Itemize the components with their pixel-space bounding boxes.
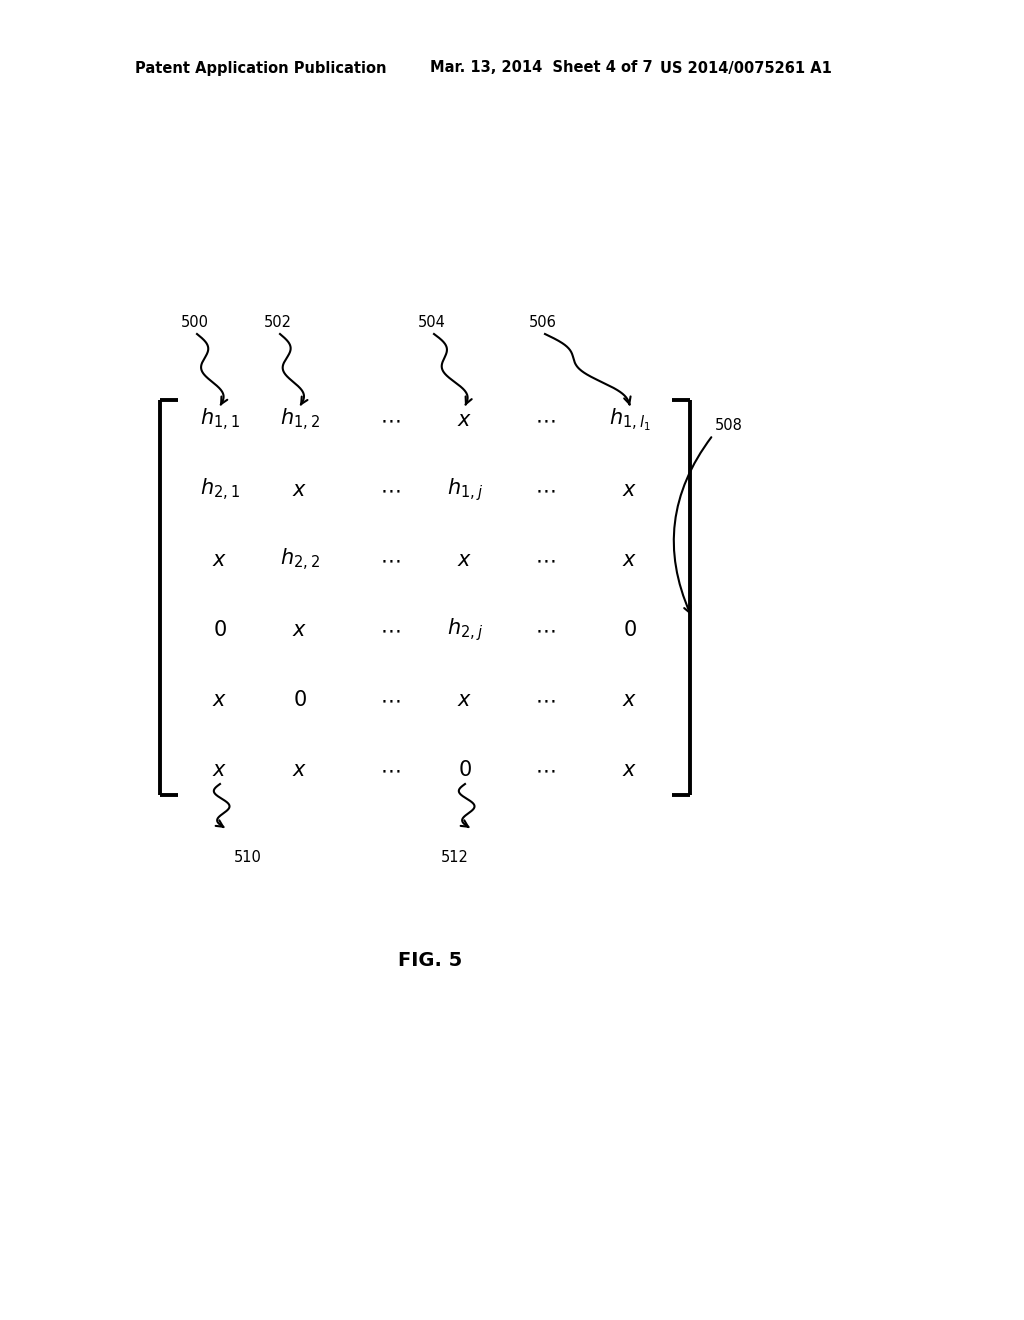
Text: $\cdots$: $\cdots$ [380,480,400,500]
Text: $x$: $x$ [458,411,472,430]
Text: $\cdots$: $\cdots$ [380,550,400,570]
Text: $x$: $x$ [623,760,638,780]
Text: 508: 508 [715,417,742,433]
Text: $0$: $0$ [293,690,307,710]
Text: $h_{2,1}$: $h_{2,1}$ [200,477,240,503]
Text: $0$: $0$ [623,620,637,640]
Text: $0$: $0$ [213,620,227,640]
Text: $x$: $x$ [623,690,638,710]
Text: $h_{1,1}$: $h_{1,1}$ [200,407,240,433]
Text: $\cdots$: $\cdots$ [380,411,400,430]
Text: $x$: $x$ [623,480,638,500]
Text: FIG. 5: FIG. 5 [398,950,462,969]
Text: $x$: $x$ [212,550,227,570]
Text: US 2014/0075261 A1: US 2014/0075261 A1 [660,61,831,75]
Text: $h_{1,2}$: $h_{1,2}$ [280,407,319,433]
Text: $\cdots$: $\cdots$ [380,620,400,640]
Text: $\cdots$: $\cdots$ [535,480,555,500]
Text: $h_{2,2}$: $h_{2,2}$ [280,546,319,573]
Text: $x$: $x$ [212,760,227,780]
Text: $x$: $x$ [212,690,227,710]
Text: $h_{1,j}$: $h_{1,j}$ [446,477,483,503]
Text: 502: 502 [264,315,292,330]
Text: 500: 500 [181,315,209,330]
Text: 506: 506 [529,315,557,330]
Text: $\cdots$: $\cdots$ [535,690,555,710]
Text: $\cdots$: $\cdots$ [535,760,555,780]
Text: $\cdots$: $\cdots$ [535,620,555,640]
Text: $x$: $x$ [623,550,638,570]
Text: $x$: $x$ [458,690,472,710]
Text: $h_{2,j}$: $h_{2,j}$ [446,616,483,643]
Text: 510: 510 [234,850,262,865]
Text: 512: 512 [441,850,469,865]
Text: $h_{1,l_1}$: $h_{1,l_1}$ [609,407,651,433]
Text: 504: 504 [418,315,445,330]
Text: $\cdots$: $\cdots$ [380,760,400,780]
Text: $\cdots$: $\cdots$ [535,411,555,430]
Text: $x$: $x$ [293,620,307,640]
Text: $0$: $0$ [458,760,472,780]
Text: $x$: $x$ [293,760,307,780]
Text: $\cdots$: $\cdots$ [380,690,400,710]
Text: Mar. 13, 2014  Sheet 4 of 7: Mar. 13, 2014 Sheet 4 of 7 [430,61,652,75]
Text: $\cdots$: $\cdots$ [535,550,555,570]
Text: $x$: $x$ [458,550,472,570]
Text: $x$: $x$ [293,480,307,500]
Text: Patent Application Publication: Patent Application Publication [135,61,386,75]
